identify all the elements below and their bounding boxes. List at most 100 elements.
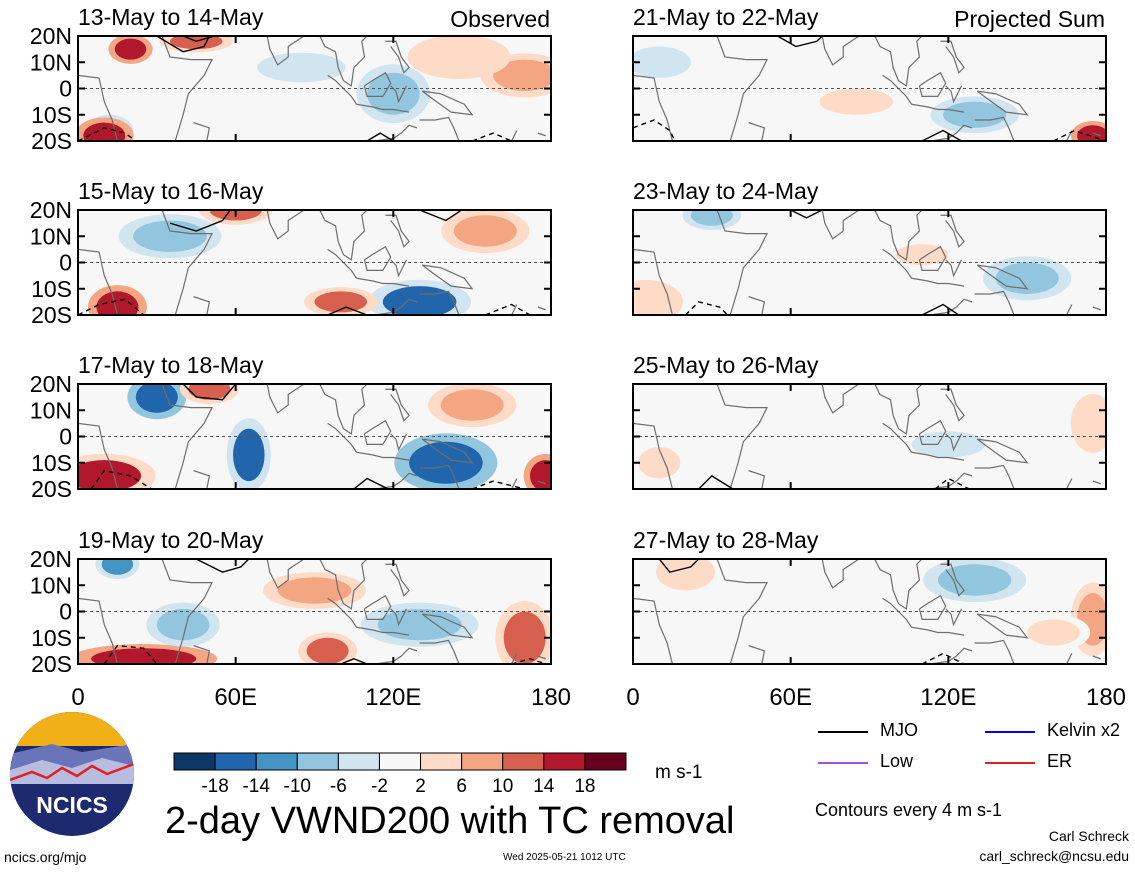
coastline [363,71,392,97]
coastline [940,214,965,248]
colorbar-tick-label: 18 [574,776,595,797]
coastline [716,559,768,664]
coastline [782,559,860,589]
coastline [633,422,673,489]
y-tick-label: 0 [59,424,72,450]
coastline [1066,653,1073,664]
coastline [716,384,768,489]
mjo-contour [78,127,137,141]
logo-sun-band [10,712,134,746]
map-panel-right-1: 21-May to 22-May Projected Sum [632,4,1107,142]
coastline [374,298,418,315]
coastline [227,384,305,414]
y-tick-label: 20N [30,197,72,223]
coastline [193,122,211,141]
mjo-contour [182,36,215,42]
colorbar-tick-label: -6 [330,776,347,797]
y-tick-label: 10N [30,397,72,423]
wind-anomaly-cell [78,460,142,489]
coastline [929,124,973,141]
x-tick-label: 180 [531,684,571,711]
wind-anomaly-cell [1027,619,1080,646]
coastline [161,559,213,664]
projected-label: Projected Sum [954,6,1105,32]
y-tick-label: 10S [31,102,72,128]
mjo-contour [1053,129,1106,141]
timestamp: Wed 2025-05-21 1012 UTC [503,852,626,863]
coastline [419,464,460,489]
logo-text: NCICS [36,792,108,818]
wind-anomaly-cell [995,262,1059,294]
coastline [363,245,392,271]
panel-period-label: 19-May to 20-May [78,527,264,553]
legend-label-kelvin: Kelvin x2 [1047,720,1121,740]
colorbar-tick-label: 14 [533,776,555,797]
coastline [511,653,518,664]
coastline [716,36,768,141]
coastline [1092,480,1101,485]
mjo-contour [182,384,237,401]
y-tick-label: 20N [30,371,72,397]
coastline [929,298,973,315]
map-panel-right-3: 25-May to 26-May [632,352,1107,490]
mjo-contour [658,559,700,573]
coastline [940,388,965,422]
coastline [78,597,118,664]
y-tick-label: 20N [30,546,72,572]
coastline [976,438,1029,464]
mjo-contour [471,132,512,141]
coastline [748,122,766,141]
wind-anomaly-cell [690,210,733,226]
coastline [874,559,923,610]
coastline [78,422,118,489]
colorbar-swatch [337,752,380,771]
panel-period-label: 27-May to 28-May [633,527,819,553]
wind-anomaly-cell [277,577,352,604]
mjo-contour [419,210,463,222]
coastline [511,478,518,489]
coastline [356,451,410,461]
coastline [748,296,766,315]
y-tick-label: 20S [31,476,72,502]
colorbar-tick-label: 6 [456,776,467,797]
wind-anomaly-cell [233,428,265,482]
coastline [945,85,963,104]
colorbar-swatch [214,752,257,771]
logo-trace [10,762,134,782]
wind-anomaly-cell [314,291,368,313]
wind-anomaly-cell [453,215,517,247]
mjo-contour [921,303,960,315]
wind-anomaly-cell [440,389,504,421]
y-tick-label: 10N [30,572,72,598]
wind-anomaly-cell [269,57,333,78]
mjo-contour [633,119,676,141]
coastline [161,210,213,315]
coastline [390,85,408,104]
x-tick-label: 120E [365,684,421,711]
mjo-contour [511,658,546,664]
coastline [356,277,410,287]
wind-anomaly-cell [503,611,546,664]
coastline [193,470,211,489]
wind-anomaly-cell [529,460,551,489]
coastline [511,130,518,141]
legend-line-mjo [818,731,868,733]
colorbar-tick-label: -10 [284,776,311,797]
coastline [945,608,963,627]
coastline [748,470,766,489]
mjo-contour [366,132,394,141]
wind-anomaly-cell [633,46,691,78]
coastline [782,36,860,66]
colorbar-tick-label: -18 [201,776,228,797]
coastline [940,40,965,74]
coastline [419,116,460,141]
legend-line-er [985,762,1035,764]
contour-note: Contours every 4 m s-1 [815,800,1003,820]
coastline [356,626,410,636]
mjo-contour [195,559,250,573]
coastline [918,419,947,445]
wind-anomaly-cell [169,36,223,50]
coastline [874,210,923,261]
colorbar-swatch [255,752,298,771]
colorbar-swatch [502,752,545,771]
